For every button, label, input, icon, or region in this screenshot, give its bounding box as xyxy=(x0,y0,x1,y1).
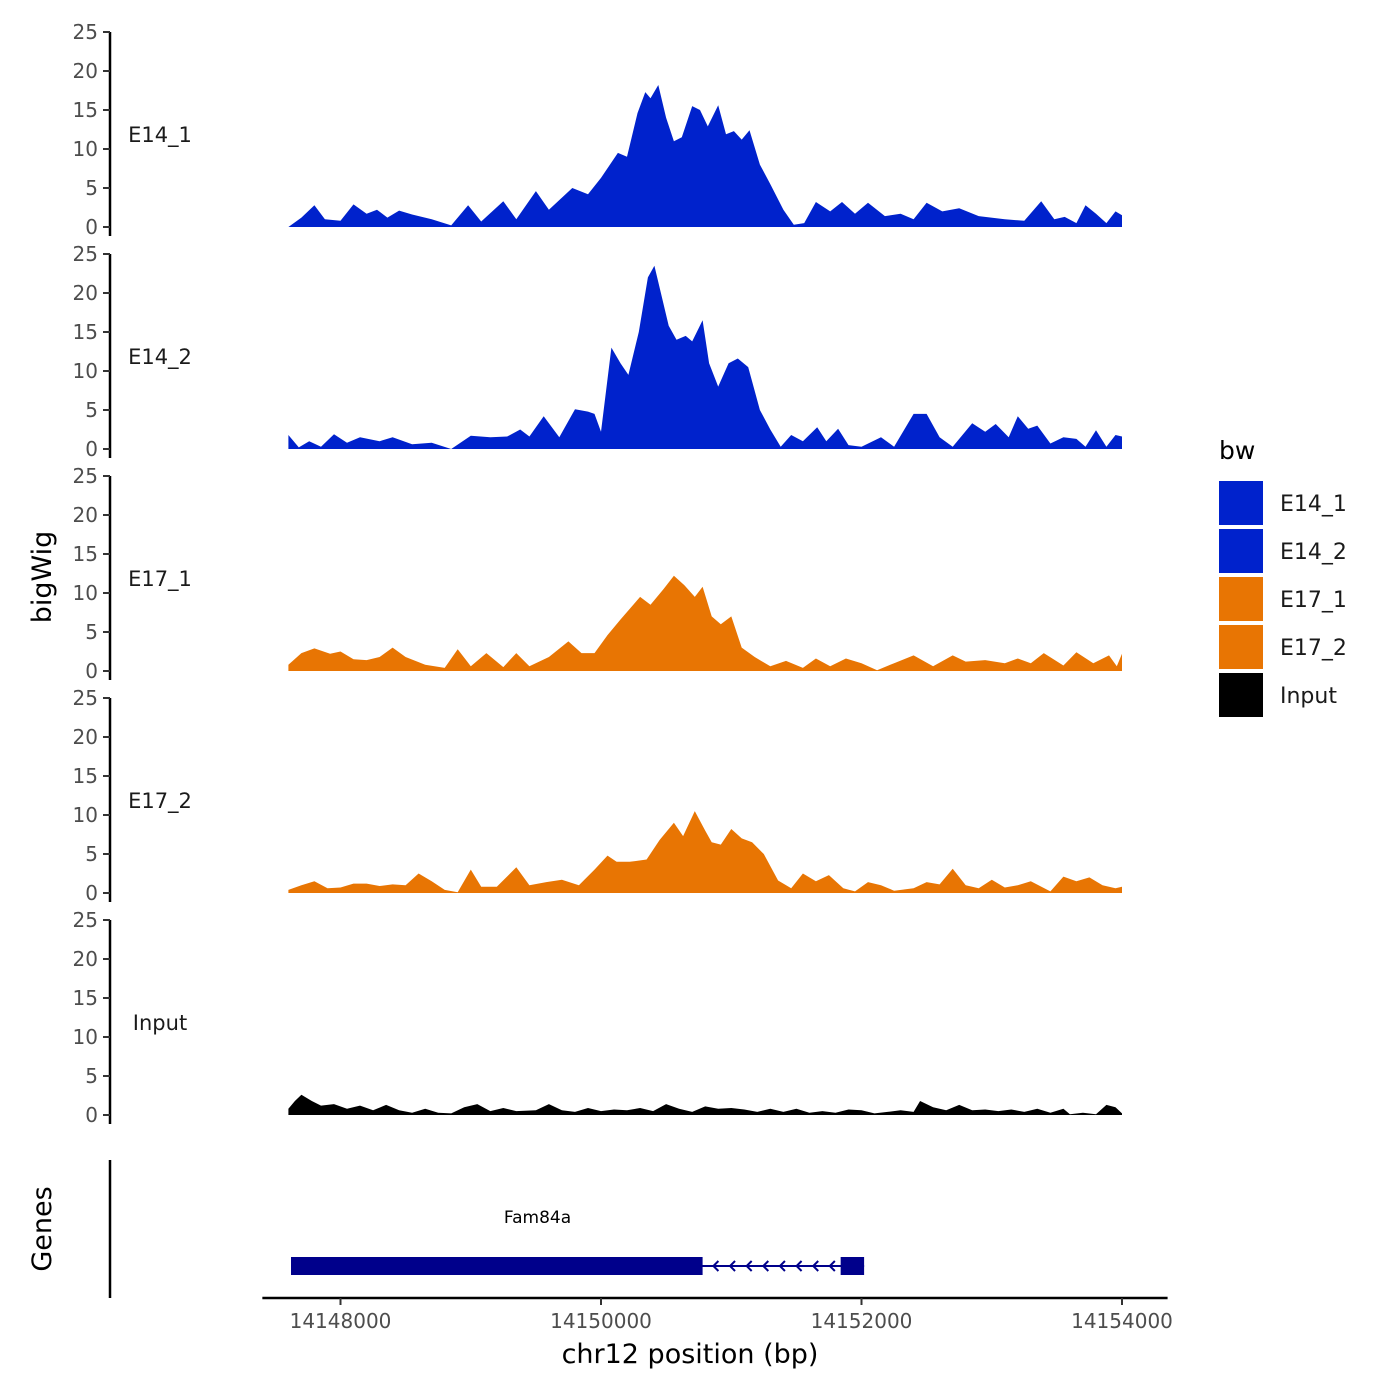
signal-area-E17_2 xyxy=(288,811,1122,893)
y-tick-label: 5 xyxy=(85,1064,98,1088)
legend-swatch-E17_2 xyxy=(1217,623,1265,671)
signal-area-E14_2 xyxy=(288,265,1122,449)
x-tick-label: 14150000 xyxy=(550,1309,652,1333)
y-tick-label: 0 xyxy=(85,437,98,461)
x-tick-label: 14152000 xyxy=(811,1309,913,1333)
strand-arrow-icon xyxy=(795,1260,803,1272)
y-tick-label: 10 xyxy=(73,803,98,827)
y-tick-label: 25 xyxy=(73,686,98,710)
legend-label-E14_1: E14_1 xyxy=(1280,492,1347,517)
legend-label-Input: Input xyxy=(1280,684,1337,709)
y-tick-label: 0 xyxy=(85,881,98,905)
y-tick-label: 5 xyxy=(85,176,98,200)
y-tick-label: 15 xyxy=(73,986,98,1010)
genes-panel: Fam84a xyxy=(108,1160,865,1298)
strand-arrow-icon xyxy=(711,1260,720,1272)
y-tick-label: 0 xyxy=(85,659,98,683)
legend-swatch-Input xyxy=(1217,671,1265,719)
y-tick-label: 20 xyxy=(73,59,98,83)
x-axis-title: chr12 position (bp) xyxy=(562,1339,819,1370)
track-E17_1: 0 5 10 15 20 25 E17_1 xyxy=(73,464,1122,683)
y-tick-label: 25 xyxy=(73,464,98,488)
strand-arrow-icon xyxy=(728,1260,736,1272)
y-tick-label: 5 xyxy=(85,398,98,422)
track-label-E14_1: E14_1 xyxy=(128,123,192,148)
track-label-E14_2: E14_2 xyxy=(128,345,192,370)
y-tick-label: 0 xyxy=(85,1103,98,1127)
y-tick-label: 25 xyxy=(73,242,98,266)
track-E14_2: 0 5 10 15 20 25 E14_2 xyxy=(73,242,1122,461)
y-tick-label: 10 xyxy=(73,359,98,383)
y-tick-label: 20 xyxy=(73,947,98,971)
strand-arrow-icon xyxy=(828,1260,836,1272)
x-tick-label: 14148000 xyxy=(290,1309,392,1333)
y-tick-label: 5 xyxy=(85,620,98,644)
y-tick-label: 15 xyxy=(73,320,98,344)
y-tick-label: 20 xyxy=(73,281,98,305)
gene-label: Fam84a xyxy=(504,1208,571,1228)
strand-arrow-icon xyxy=(761,1260,770,1272)
strand-arrow-icon xyxy=(778,1260,786,1272)
y-tick-label: 15 xyxy=(73,764,98,788)
strand-arrow-icon xyxy=(811,1260,819,1272)
signal-area-E17_1 xyxy=(288,575,1122,671)
strand-arrow-icon xyxy=(745,1260,753,1272)
track-label-E17_2: E17_2 xyxy=(128,789,192,814)
y-tick-label: 25 xyxy=(73,20,98,44)
y-tick-label: 15 xyxy=(73,542,98,566)
y-tick-label: 5 xyxy=(85,842,98,866)
genes-axis-title: Genes xyxy=(27,1186,58,1271)
legend-swatch-E17_1 xyxy=(1217,575,1265,623)
y-axis-title: bigWig xyxy=(27,531,58,624)
legend-swatch-E14_2 xyxy=(1217,527,1265,575)
gene-exon xyxy=(291,1257,703,1275)
legend-swatch-E14_1 xyxy=(1217,479,1265,527)
y-tick-label: 10 xyxy=(73,1025,98,1049)
y-tick-label: 0 xyxy=(85,215,98,239)
track-E17_2: 0 5 10 15 20 25 E17_2 xyxy=(73,686,1122,905)
track-label-Input: Input xyxy=(133,1011,187,1035)
y-tick-label: 25 xyxy=(73,908,98,932)
legend-label-E17_2: E17_2 xyxy=(1280,636,1347,661)
legend-title: bw xyxy=(1219,436,1255,465)
track-label-E17_1: E17_1 xyxy=(128,567,192,592)
legend-label-E17_1: E17_1 xyxy=(1280,588,1347,613)
y-tick-label: 10 xyxy=(73,137,98,161)
gene-exon xyxy=(840,1257,865,1275)
y-tick-label: 10 xyxy=(73,581,98,605)
track-E14_1: 0 5 10 15 20 25 E14_1 xyxy=(73,20,1122,239)
track-Input: 0 5 10 15 20 25 Input xyxy=(73,908,1122,1127)
x-axis: 14148000 14150000 14152000 14154000 xyxy=(262,1296,1173,1333)
signal-tracks: 0 5 10 15 20 25 E14_1 0 5 10 15 20 25 E14_2 0 5 10 15 20 25… xyxy=(73,20,1122,1127)
legend-label-E14_2: E14_2 xyxy=(1280,540,1347,565)
y-tick-label: 20 xyxy=(73,725,98,749)
x-tick-label: 14154000 xyxy=(1071,1309,1173,1333)
signal-area-Input xyxy=(288,1094,1122,1115)
signal-area-E14_1 xyxy=(288,85,1122,227)
legend: bw E14_1 E14_2 E17_1 E17_2 Input xyxy=(1217,436,1347,719)
y-tick-label: 20 xyxy=(73,503,98,527)
y-tick-label: 15 xyxy=(73,98,98,122)
